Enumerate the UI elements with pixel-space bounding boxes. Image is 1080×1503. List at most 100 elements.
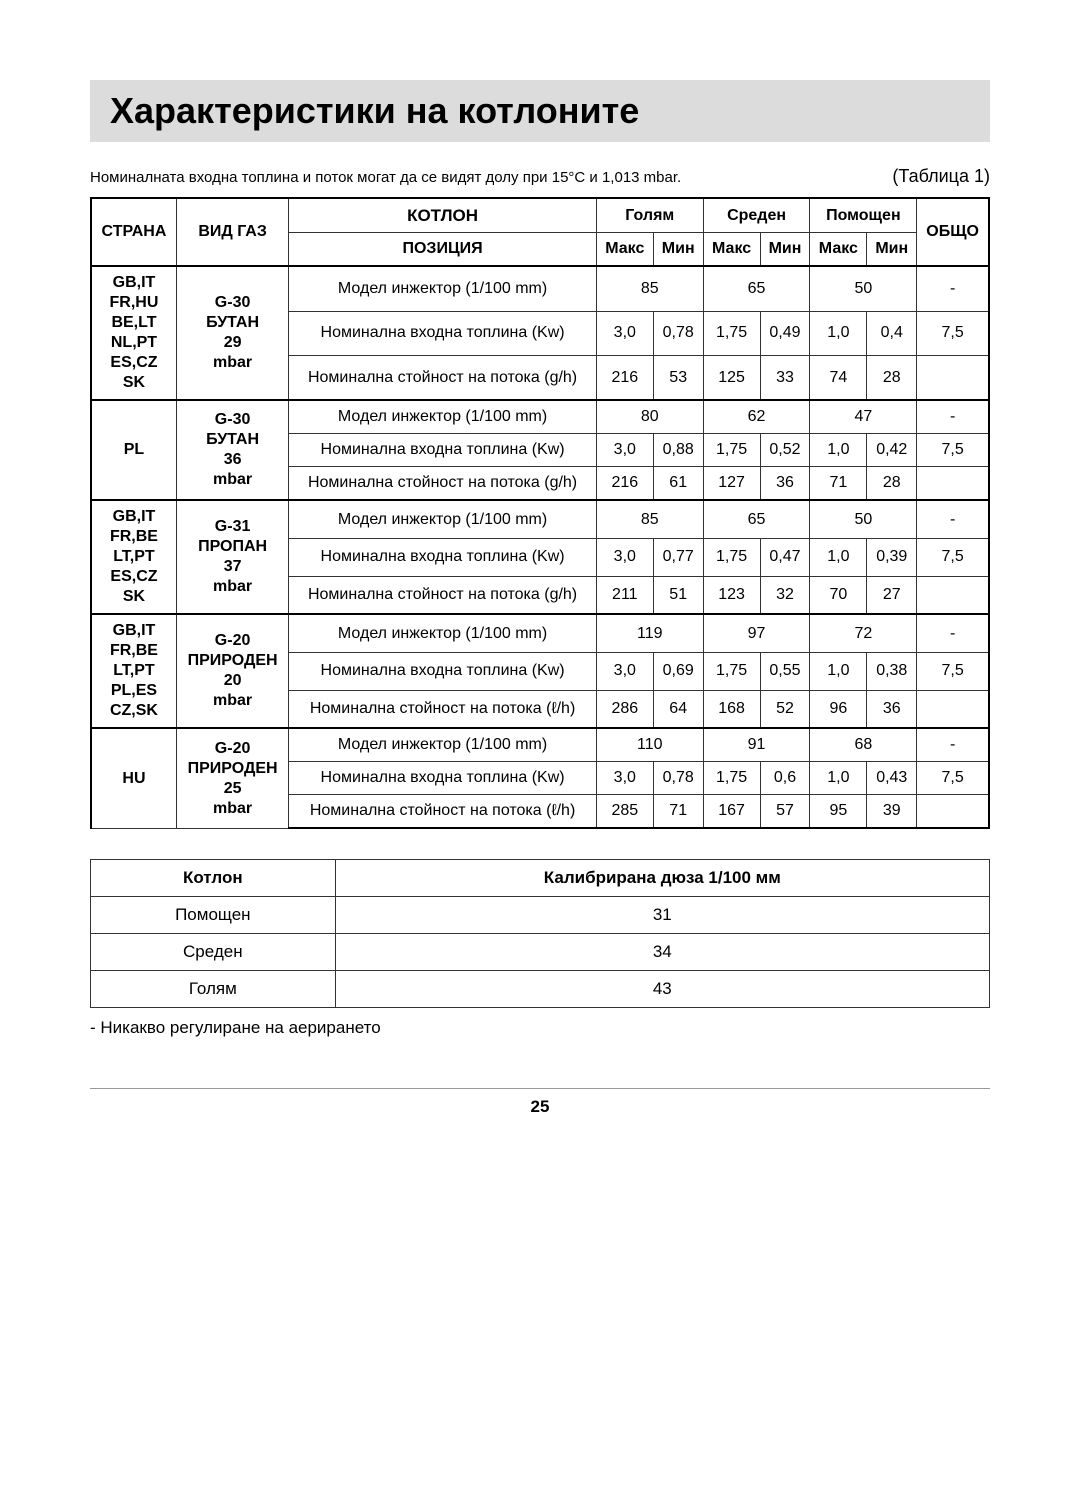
total-cell [917, 355, 989, 400]
value-cell: 1,75 [703, 434, 760, 467]
value-cell: 0,52 [760, 434, 810, 467]
value-cell: 3,0 [596, 311, 653, 355]
value-cell: 1,0 [810, 311, 867, 355]
th-position: ПОЗИЦИЯ [289, 233, 597, 267]
value-cell: 0,43 [867, 762, 917, 795]
nozzle-cell: 43 [335, 971, 989, 1008]
value-cell: 97 [703, 614, 810, 652]
value-cell: 65 [703, 500, 810, 538]
desc-cell: Модел инжектор (1/100 mm) [289, 500, 597, 538]
value-cell: 286 [596, 690, 653, 728]
value-cell: 53 [653, 355, 703, 400]
total-cell: - [917, 728, 989, 762]
value-cell: 61 [653, 467, 703, 501]
value-cell: 216 [596, 467, 653, 501]
desc-cell: Номинална стойност на потока (g/h) [289, 355, 597, 400]
th-medium: Среден [703, 198, 810, 233]
desc-cell: Номинална стойност на потока (ℓ/h) [289, 795, 597, 829]
th-total: ОБЩО [917, 198, 989, 266]
value-cell: 0,78 [653, 762, 703, 795]
value-cell: 52 [760, 690, 810, 728]
desc-cell: Номинална входна топлина (Kw) [289, 434, 597, 467]
table-row: PLG-30БУТАН36mbarМодел инжектор (1/100 m… [91, 400, 989, 434]
value-cell: 0,49 [760, 311, 810, 355]
total-cell: 7,5 [917, 434, 989, 467]
th-aux: Помощен [810, 198, 917, 233]
nozzle-cell: 31 [335, 897, 989, 934]
th-aux-min: Мин [867, 233, 917, 267]
total-cell: - [917, 266, 989, 311]
value-cell: 119 [596, 614, 703, 652]
value-cell: 0,47 [760, 538, 810, 576]
value-cell: 127 [703, 467, 760, 501]
table-row: GB,ITFR,BELT,PTPL,ESCZ,SKG-20ПРИРОДЕН20m… [91, 614, 989, 652]
title-bar: Характеристики на котлоните [90, 80, 990, 142]
value-cell: 1,0 [810, 652, 867, 690]
value-cell: 71 [653, 795, 703, 829]
gas-cell: G-20ПРИРОДЕН20mbar [176, 614, 288, 728]
value-cell: 1,0 [810, 762, 867, 795]
burner-cell: Среден [91, 934, 336, 971]
subtitle-row: Номиналната входна топлина и поток могат… [90, 166, 990, 187]
value-cell: 1,0 [810, 538, 867, 576]
value-cell: 1,0 [810, 434, 867, 467]
value-cell: 1,75 [703, 538, 760, 576]
page-number: 25 [531, 1097, 550, 1116]
nozzle-cell: 34 [335, 934, 989, 971]
value-cell: 0,88 [653, 434, 703, 467]
total-cell: 7,5 [917, 762, 989, 795]
total-cell: 7,5 [917, 652, 989, 690]
value-cell: 39 [867, 795, 917, 829]
value-cell: 80 [596, 400, 703, 434]
value-cell: 74 [810, 355, 867, 400]
country-cell: PL [91, 400, 176, 500]
th-large-max: Макс [596, 233, 653, 267]
value-cell: 57 [760, 795, 810, 829]
value-cell: 50 [810, 500, 917, 538]
value-cell: 167 [703, 795, 760, 829]
value-cell: 64 [653, 690, 703, 728]
footnote: - Никакво регулиране на аерирането [90, 1018, 990, 1038]
th2-burner: Котлон [91, 860, 336, 897]
value-cell: 36 [760, 467, 810, 501]
value-cell: 1,75 [703, 311, 760, 355]
value-cell: 0,77 [653, 538, 703, 576]
th-large-min: Мин [653, 233, 703, 267]
total-cell [917, 576, 989, 614]
value-cell: 0,38 [867, 652, 917, 690]
desc-cell: Номинална входна топлина (Kw) [289, 311, 597, 355]
table-row: Среден34 [91, 934, 990, 971]
total-cell: - [917, 400, 989, 434]
value-cell: 3,0 [596, 434, 653, 467]
value-cell: 0,78 [653, 311, 703, 355]
country-cell: GB,ITFR,HUBE,LTNL,PTES,CZSK [91, 266, 176, 400]
table-row: GB,ITFR,BELT,PTES,CZSKG-31ПРОПАН37mbarМо… [91, 500, 989, 538]
value-cell: 0,6 [760, 762, 810, 795]
desc-cell: Номинална стойност на потока (g/h) [289, 576, 597, 614]
value-cell: 1,75 [703, 652, 760, 690]
total-cell: 7,5 [917, 311, 989, 355]
value-cell: 28 [867, 467, 917, 501]
value-cell: 110 [596, 728, 703, 762]
desc-cell: Модел инжектор (1/100 mm) [289, 614, 597, 652]
total-cell [917, 795, 989, 829]
value-cell: 95 [810, 795, 867, 829]
country-cell: GB,ITFR,BELT,PTPL,ESCZ,SK [91, 614, 176, 728]
gas-cell: G-31ПРОПАН37mbar [176, 500, 288, 614]
country-cell: GB,ITFR,BELT,PTES,CZSK [91, 500, 176, 614]
value-cell: 3,0 [596, 652, 653, 690]
value-cell: 72 [810, 614, 917, 652]
total-cell: - [917, 500, 989, 538]
value-cell: 36 [867, 690, 917, 728]
value-cell: 96 [810, 690, 867, 728]
value-cell: 1,75 [703, 762, 760, 795]
desc-cell: Модел инжектор (1/100 mm) [289, 266, 597, 311]
gas-cell: G-30БУТАН36mbar [176, 400, 288, 500]
value-cell: 50 [810, 266, 917, 311]
value-cell: 65 [703, 266, 810, 311]
value-cell: 0,55 [760, 652, 810, 690]
table-label: (Таблица 1) [892, 166, 990, 187]
desc-cell: Номинална стойност на потока (g/h) [289, 467, 597, 501]
desc-cell: Модел инжектор (1/100 mm) [289, 400, 597, 434]
value-cell: 85 [596, 500, 703, 538]
